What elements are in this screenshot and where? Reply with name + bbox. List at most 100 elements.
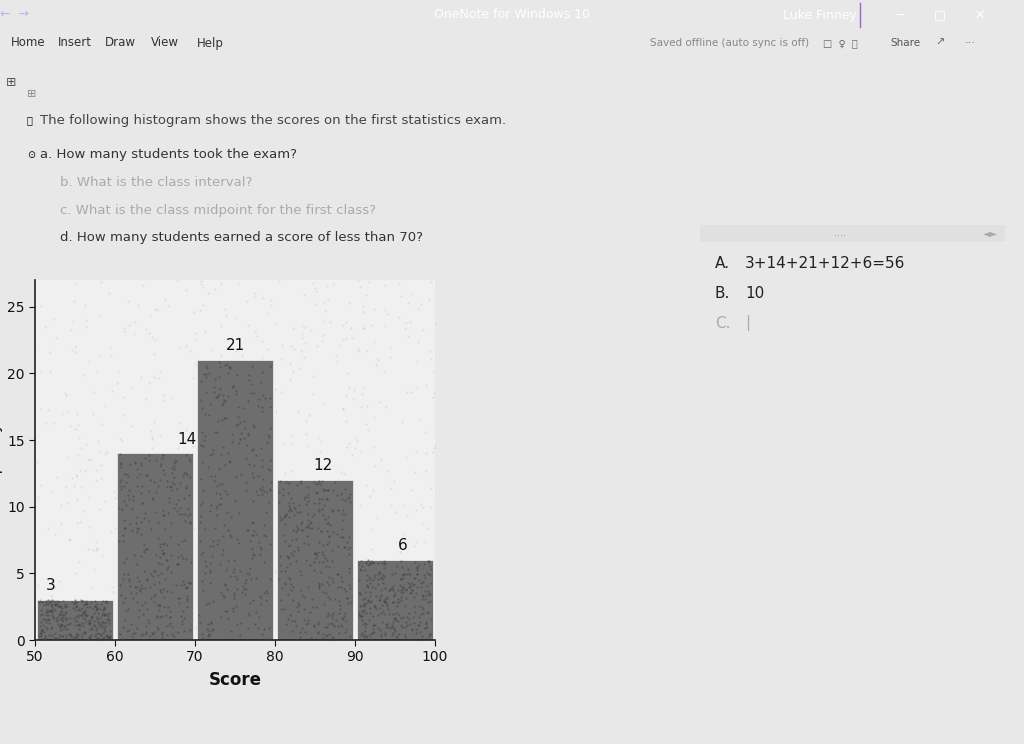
Point bbox=[358, 417, 375, 429]
Point bbox=[175, 575, 191, 587]
Point bbox=[311, 536, 328, 548]
Point bbox=[132, 585, 148, 597]
Point bbox=[206, 502, 222, 514]
Point bbox=[314, 549, 331, 561]
Point bbox=[285, 534, 301, 546]
Point bbox=[178, 633, 195, 645]
Point bbox=[296, 493, 312, 504]
Point bbox=[252, 590, 268, 602]
Point bbox=[384, 584, 400, 596]
Point bbox=[121, 493, 137, 504]
Point bbox=[40, 615, 56, 626]
Point bbox=[89, 614, 105, 626]
Point bbox=[245, 606, 261, 618]
Point bbox=[251, 536, 267, 548]
Point bbox=[253, 598, 269, 610]
Point bbox=[145, 348, 162, 360]
Point bbox=[85, 634, 101, 646]
Point bbox=[145, 371, 162, 382]
Point bbox=[181, 516, 198, 528]
Point bbox=[97, 496, 114, 507]
Point bbox=[383, 482, 399, 494]
Point bbox=[292, 506, 308, 518]
Point bbox=[127, 581, 143, 593]
Point bbox=[193, 440, 209, 452]
Point bbox=[155, 490, 171, 502]
Point bbox=[45, 611, 61, 623]
Point bbox=[136, 545, 153, 557]
Point bbox=[85, 386, 101, 398]
Point bbox=[377, 279, 393, 291]
Point bbox=[411, 600, 427, 612]
Point bbox=[300, 489, 316, 501]
Point bbox=[333, 466, 349, 478]
Point bbox=[52, 618, 69, 629]
Point bbox=[306, 557, 323, 568]
Point bbox=[211, 498, 227, 510]
Point bbox=[201, 628, 217, 640]
Point bbox=[46, 627, 62, 639]
Point bbox=[128, 587, 144, 599]
Point bbox=[210, 414, 226, 426]
Point bbox=[361, 557, 378, 569]
Point bbox=[240, 319, 256, 331]
Point bbox=[120, 295, 136, 307]
Point bbox=[365, 319, 381, 331]
Point bbox=[81, 618, 97, 629]
Point bbox=[93, 459, 110, 471]
Point bbox=[319, 538, 336, 550]
Point bbox=[361, 490, 378, 501]
Point bbox=[338, 332, 354, 344]
Point bbox=[308, 286, 325, 298]
Text: ◄►: ◄► bbox=[982, 228, 997, 238]
Point bbox=[216, 542, 232, 554]
Point bbox=[341, 491, 357, 503]
Point bbox=[306, 508, 323, 520]
Point bbox=[93, 629, 110, 641]
Point bbox=[379, 598, 395, 610]
Point bbox=[178, 340, 195, 352]
Point bbox=[426, 443, 442, 455]
Point bbox=[96, 603, 113, 615]
Point bbox=[120, 597, 136, 609]
Point bbox=[201, 545, 217, 557]
Point bbox=[180, 634, 197, 646]
Point bbox=[317, 620, 334, 632]
Point bbox=[316, 508, 333, 520]
Point bbox=[230, 537, 247, 549]
Point bbox=[312, 566, 329, 578]
Point bbox=[33, 604, 49, 616]
Point bbox=[270, 565, 287, 577]
Point bbox=[260, 400, 276, 411]
Point bbox=[81, 356, 97, 368]
Point bbox=[98, 631, 115, 643]
Point bbox=[314, 586, 331, 598]
Point bbox=[52, 620, 69, 632]
Point bbox=[288, 555, 304, 567]
Point bbox=[201, 408, 217, 420]
Point bbox=[310, 577, 327, 589]
Point bbox=[353, 606, 370, 618]
Point bbox=[118, 606, 134, 618]
Point bbox=[70, 419, 86, 431]
Point bbox=[326, 620, 342, 632]
Point bbox=[358, 569, 375, 581]
Point bbox=[112, 618, 128, 630]
Point bbox=[38, 621, 54, 633]
Point bbox=[376, 366, 392, 378]
Point bbox=[303, 516, 319, 528]
Point bbox=[88, 365, 104, 377]
Point bbox=[361, 612, 378, 623]
Point bbox=[138, 542, 155, 554]
Point bbox=[326, 515, 342, 527]
Point bbox=[178, 449, 195, 461]
Point bbox=[231, 433, 248, 445]
Point bbox=[89, 542, 105, 554]
Point bbox=[128, 549, 144, 561]
Point bbox=[241, 609, 257, 621]
Point bbox=[356, 625, 373, 637]
Point bbox=[356, 586, 373, 598]
Point bbox=[75, 594, 91, 606]
Point bbox=[150, 569, 166, 581]
Point bbox=[176, 467, 193, 479]
